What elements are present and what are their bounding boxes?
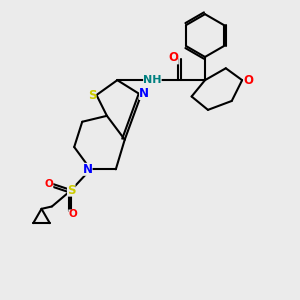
Text: O: O xyxy=(68,209,77,220)
Text: O: O xyxy=(243,74,253,87)
Text: NH: NH xyxy=(143,75,162,85)
Text: N: N xyxy=(82,163,93,176)
Text: O: O xyxy=(45,179,53,189)
Text: N: N xyxy=(139,87,149,100)
Text: O: O xyxy=(169,51,179,64)
Text: S: S xyxy=(88,88,96,101)
Text: S: S xyxy=(67,184,76,196)
